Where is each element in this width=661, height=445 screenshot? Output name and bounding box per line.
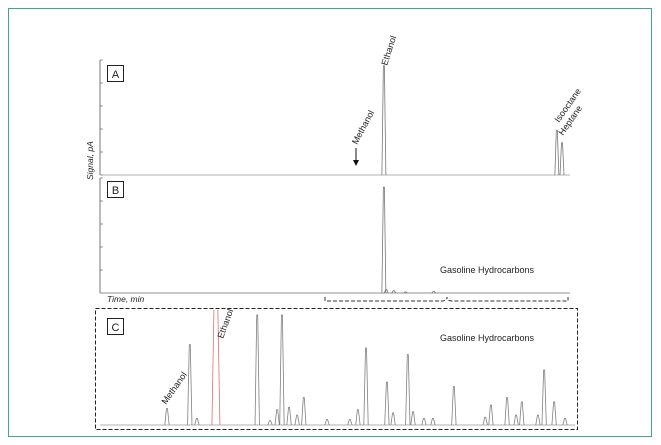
peak bbox=[164, 408, 170, 426]
panel-letter-box bbox=[107, 65, 124, 82]
peak bbox=[355, 409, 361, 426]
peak bbox=[551, 401, 557, 426]
peak bbox=[430, 418, 436, 426]
panel-letter: C bbox=[112, 322, 120, 334]
peak bbox=[384, 381, 390, 426]
peak bbox=[381, 186, 387, 294]
peak bbox=[279, 314, 285, 426]
x-axis-title: Time, min bbox=[107, 294, 145, 304]
y-axis-title: Signal, pA bbox=[85, 141, 95, 180]
peak bbox=[381, 65, 387, 176]
peak bbox=[391, 290, 397, 294]
peak bbox=[488, 404, 494, 426]
peak bbox=[294, 414, 300, 426]
peak bbox=[390, 412, 396, 426]
peaks bbox=[381, 65, 565, 176]
frame bbox=[8, 8, 652, 437]
peak bbox=[363, 347, 369, 426]
annotation: Methanol bbox=[350, 109, 376, 146]
peak bbox=[513, 414, 519, 426]
peak bbox=[554, 129, 560, 176]
peak bbox=[301, 397, 307, 426]
peak bbox=[431, 290, 437, 294]
zoom-box bbox=[95, 308, 578, 430]
annotation: Gasoline Hydrocarbons bbox=[440, 265, 535, 275]
annotation: Gasoline Hydrocarbons bbox=[440, 333, 535, 343]
peak bbox=[403, 291, 408, 294]
peak bbox=[421, 418, 427, 426]
peak bbox=[254, 314, 260, 426]
peak bbox=[383, 289, 389, 294]
peak bbox=[267, 420, 273, 426]
panel-letter: A bbox=[112, 69, 120, 81]
peak bbox=[347, 419, 353, 426]
zoom-bracket bbox=[324, 296, 569, 302]
arrow-head bbox=[353, 160, 359, 166]
peak bbox=[535, 414, 541, 426]
peak bbox=[211, 310, 221, 426]
panel-letter-box bbox=[107, 181, 124, 198]
peak bbox=[504, 397, 510, 426]
peak bbox=[286, 407, 292, 426]
peak bbox=[541, 369, 547, 426]
peak bbox=[324, 419, 330, 426]
peak bbox=[482, 416, 488, 426]
peaks bbox=[381, 186, 437, 294]
panel-letter: B bbox=[112, 185, 119, 197]
annotation: Ethanol bbox=[379, 34, 398, 66]
peak bbox=[562, 418, 568, 426]
peak bbox=[559, 142, 565, 176]
peak bbox=[194, 418, 200, 426]
annotation: Methanol bbox=[159, 370, 188, 406]
peaks bbox=[164, 310, 568, 426]
peak bbox=[187, 344, 193, 426]
peak bbox=[519, 401, 525, 426]
peak bbox=[405, 354, 411, 426]
peak bbox=[274, 409, 280, 426]
peak bbox=[451, 386, 457, 426]
peak bbox=[410, 411, 416, 426]
panel-letter-box bbox=[107, 318, 124, 335]
